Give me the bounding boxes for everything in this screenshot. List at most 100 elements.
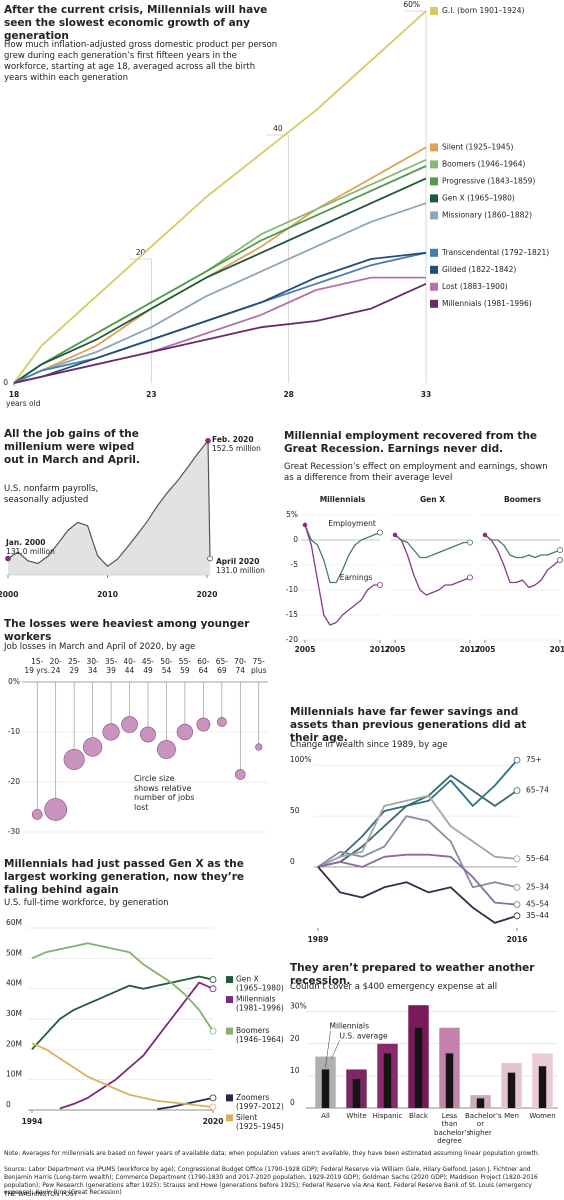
x-tick-label: 44	[125, 666, 135, 675]
x-tick-label: 24	[51, 666, 61, 675]
panel-title: Millennials	[320, 495, 366, 504]
y-tick-label: -30	[8, 827, 20, 836]
x-tick-label: 2016	[507, 935, 528, 944]
x-tick-label: 50-	[160, 657, 173, 666]
leader	[331, 1040, 340, 1059]
x-tick-label: 2010	[97, 590, 118, 599]
y-tick-label: 50M	[6, 948, 22, 957]
series-line	[13, 282, 427, 384]
y-tick-label: 60%	[403, 0, 420, 9]
series-line	[13, 146, 427, 384]
end-dot	[466, 539, 473, 546]
series-label: Millennials	[330, 1022, 370, 1031]
end-dot	[209, 1094, 217, 1102]
legend-label: Gen X	[236, 975, 259, 984]
x-tick-label: Women	[529, 1112, 556, 1120]
legend-label: Lost (1883–1900)	[442, 282, 508, 291]
series-line	[317, 759, 518, 868]
bubble	[255, 743, 263, 751]
series-line	[31, 1042, 214, 1108]
series-line	[304, 524, 380, 626]
x-tick-label: 1994	[22, 1117, 43, 1126]
legend-swatch	[226, 996, 233, 1004]
bubble	[83, 737, 103, 757]
legend-label: Boomers (1946–1964)	[442, 159, 525, 168]
series-line	[484, 534, 561, 559]
annotation: 131.0 million	[6, 547, 55, 556]
footer-note: Note: Averages for millennials are based…	[4, 1150, 540, 1157]
bar	[352, 1079, 361, 1108]
series-line	[13, 251, 427, 384]
y-tick-label: -20	[8, 777, 20, 786]
bubble	[140, 726, 156, 743]
end-dot	[466, 574, 473, 581]
series-line	[394, 534, 470, 559]
y-tick-label: -20	[286, 635, 298, 644]
end-dot	[209, 1103, 217, 1111]
footer-source: Source: Labor Department via IPUMS (work…	[4, 1166, 538, 1197]
legend-years: (1981–1996)	[236, 1004, 284, 1013]
legend-swatch	[226, 1114, 233, 1122]
x-tick-label: 2000	[0, 590, 18, 599]
x-tick-label: 30-	[86, 657, 99, 666]
x-tick-label: All	[321, 1112, 330, 1120]
legend-swatch	[226, 1094, 233, 1102]
end-dot	[209, 976, 217, 983]
chart-title: Millennials have far fewer savings and a…	[290, 706, 527, 745]
chart-subtitle: Couldn’t cover a $400 emergency expense …	[290, 982, 498, 992]
x-tick-label: 60-	[197, 657, 210, 666]
legend-years: (1997–2012)	[236, 1102, 284, 1111]
y-tick-label: 10M	[6, 1070, 22, 1079]
x-tick-label: 2020	[197, 590, 218, 599]
bar	[414, 1027, 423, 1108]
chart-title: The losses were heaviest among younger w…	[4, 618, 250, 644]
x-axis-label: years old	[6, 399, 41, 408]
legend-label: Millennials (1981–1996)	[442, 299, 532, 308]
legend-label: Progressive (1843–1859)	[442, 176, 535, 185]
legend-years: (1965–1980)	[236, 984, 284, 993]
x-tick-label: 74	[236, 666, 246, 675]
x-tick-label: 2020	[203, 1117, 224, 1126]
bar	[445, 1053, 454, 1108]
bar	[476, 1098, 485, 1108]
bubble	[44, 798, 68, 821]
bar	[383, 1053, 392, 1108]
legend-label: Silent (1925–1945)	[442, 142, 513, 151]
legend-swatch	[430, 211, 438, 220]
x-tick-label: 55-	[179, 657, 192, 666]
series-label: Earnings	[340, 573, 373, 582]
x-tick-label: 2005	[475, 645, 496, 654]
y-tick-label: -5	[291, 560, 299, 569]
y-tick-label: 100%	[290, 755, 311, 764]
annotation: Circle size shows relative number of job…	[134, 774, 195, 812]
chart-subtitle: U.S. nonfarm payrolls, seasonally adjust…	[4, 484, 99, 506]
y-tick-label: 20	[136, 248, 146, 257]
legend-label: Zoomers	[236, 1093, 269, 1102]
x-tick-label: 28	[283, 390, 293, 399]
y-tick-label: 20	[290, 1034, 300, 1043]
chart-subtitle: U.S. full-time workforce, by generation	[4, 898, 169, 908]
end-dot	[513, 855, 521, 863]
point-dot	[205, 437, 211, 444]
x-tick-label: 45-	[142, 657, 155, 666]
legend-swatch	[430, 160, 438, 169]
start-dot	[482, 532, 488, 538]
end-dot	[557, 547, 564, 554]
x-tick-label: 69	[217, 666, 227, 675]
x-tick-label: 34	[88, 666, 98, 675]
legend-swatch	[226, 1027, 233, 1035]
legend-label: Millennials	[236, 995, 276, 1004]
x-tick-label: 75-	[253, 657, 266, 666]
bubble	[234, 769, 246, 780]
point-dot	[5, 555, 11, 562]
area	[8, 440, 210, 575]
x-tick-label: Men	[504, 1112, 519, 1120]
series-line	[317, 815, 518, 889]
x-tick-label: 23	[146, 390, 156, 399]
legend-years: (1946–1964)	[236, 1035, 284, 1044]
legend-label: 45–54	[526, 900, 549, 909]
y-tick-label: 0	[290, 857, 295, 866]
y-tick-label: 20M	[6, 1039, 22, 1048]
chart-subtitle: Change in wealth since 1989, by age	[290, 740, 448, 750]
y-tick-label: 50	[290, 806, 300, 815]
